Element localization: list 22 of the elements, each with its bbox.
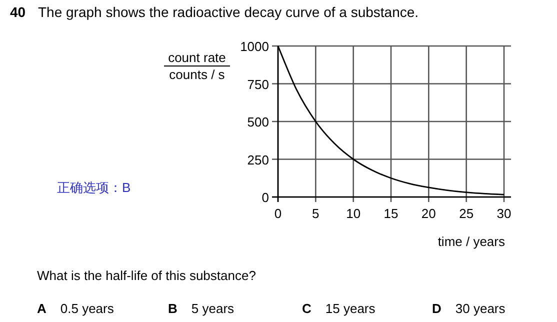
text: 40 [10,4,26,20]
y-tick-label: 250 [247,152,269,168]
x-tick-label: 10 [346,206,361,221]
x-tick-label: 20 [421,206,436,221]
text: B 5 years [168,301,235,316]
x-tick-label: 5 [312,206,320,221]
text: D 30 years [432,301,506,316]
y-tick-label: 1000 [240,39,269,54]
text: C 15 years [302,301,376,316]
x-tick-label: 15 [384,206,398,221]
text: 正确选项：B [57,180,131,195]
x-tick-label: 0 [274,206,282,221]
text: What is the half-life of this substance? [37,268,256,283]
text: A 0.5 years [37,301,114,316]
chart-title: The graph shows the radioactive decay curve of a substance. [38,4,419,20]
x-axis-title: time / years [438,234,506,249]
x-tick-label: 25 [459,206,474,221]
y-tick-label: 500 [247,114,269,130]
y-tick-label: 0 [262,190,269,205]
y-tick-label: 750 [247,76,269,92]
y-axis-title: count rate counts / s [168,50,226,82]
x-tick-label: 30 [496,206,512,221]
